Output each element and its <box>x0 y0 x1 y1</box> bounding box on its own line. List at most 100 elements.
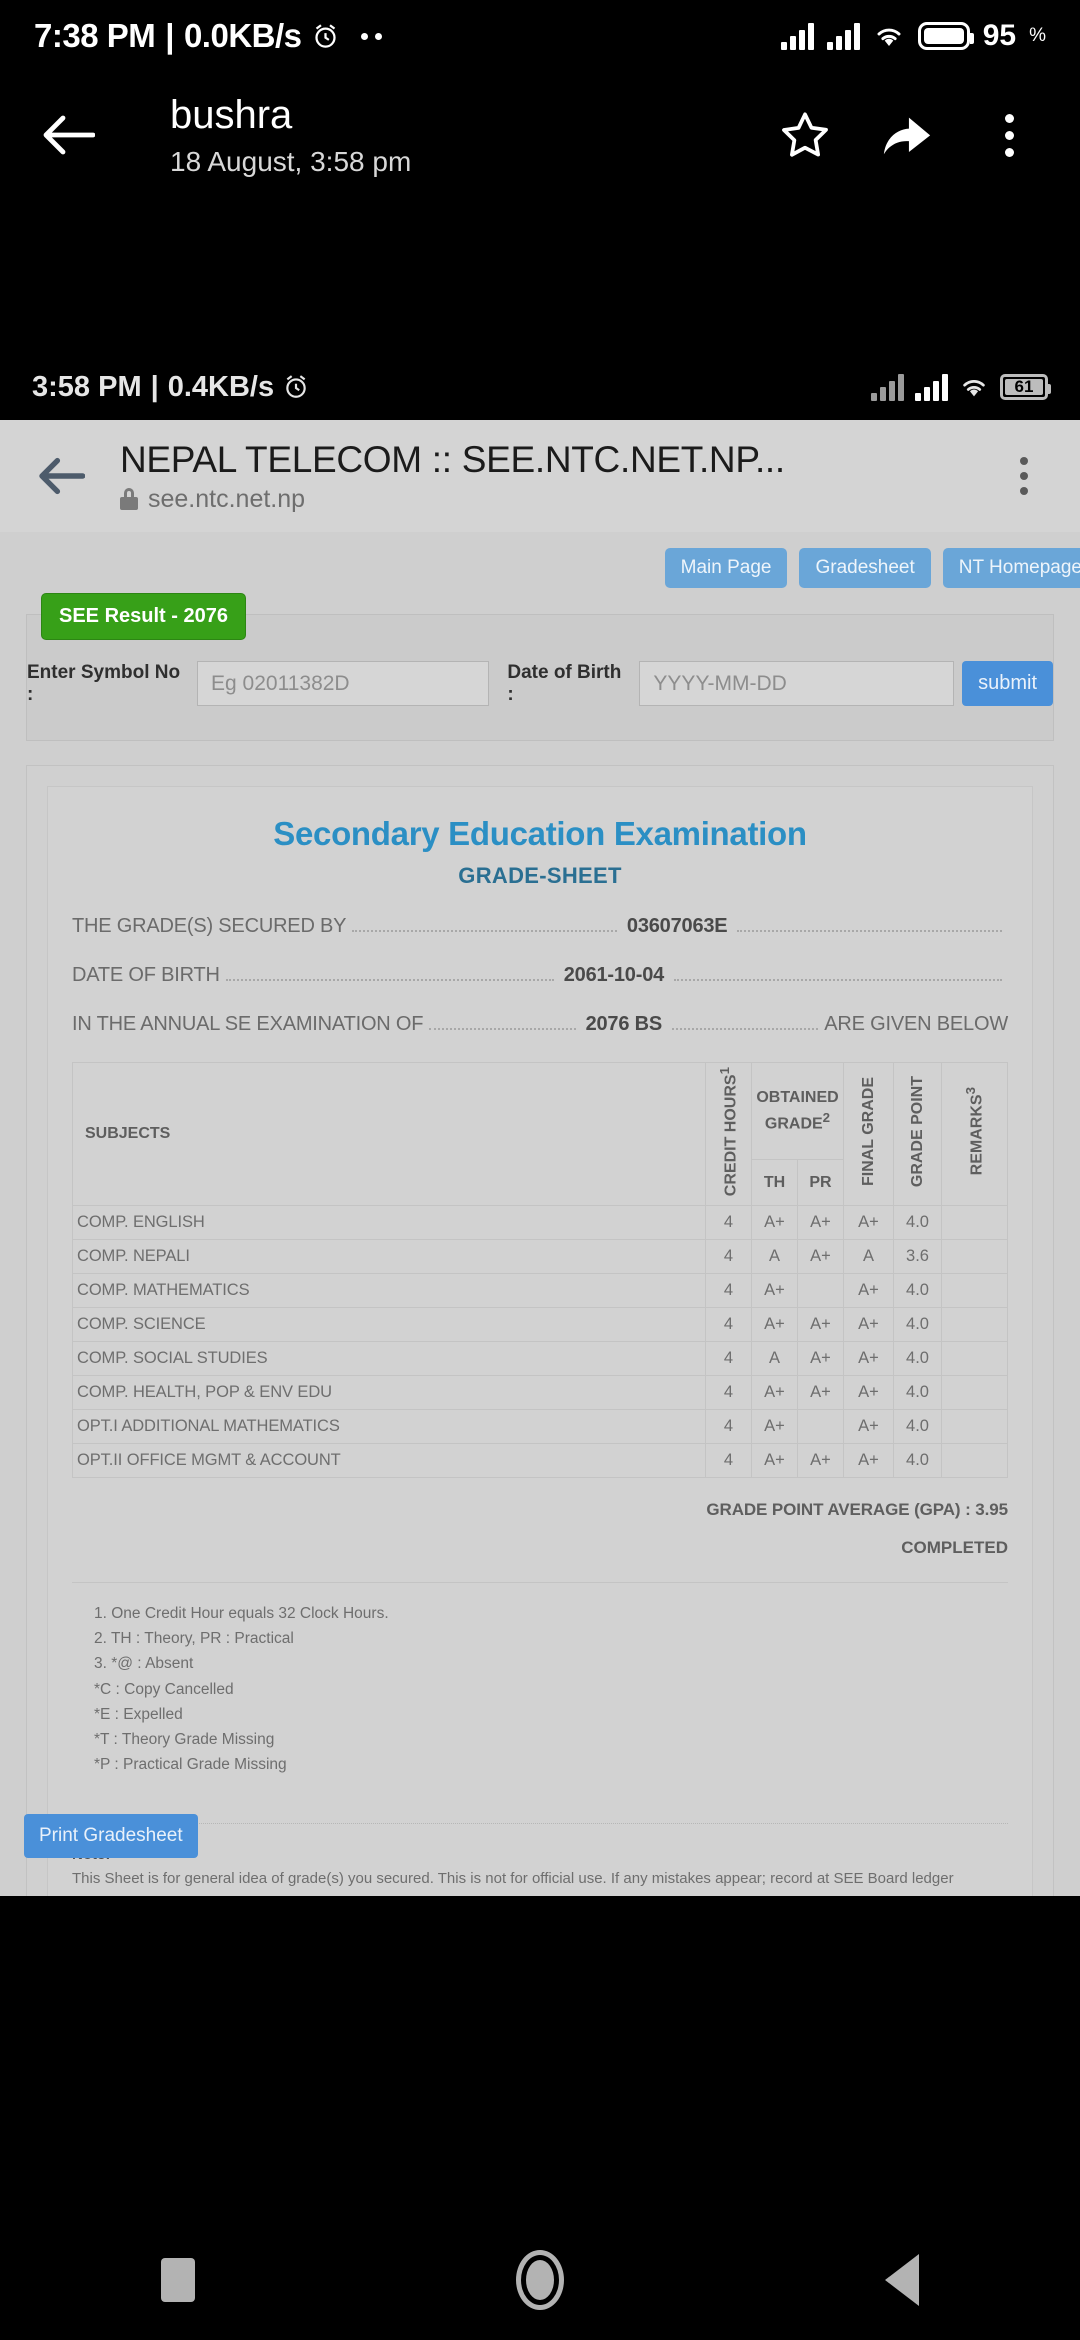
cell-credit-hours: 4 <box>705 1375 752 1411</box>
wifi-icon <box>877 28 901 46</box>
share-arrow-icon <box>883 117 931 155</box>
back-arrow-icon <box>39 457 85 495</box>
home-button[interactable] <box>515 2250 564 2310</box>
line-label: THE GRADE(S) SECURED BY <box>72 915 347 937</box>
cell-subject: OPT.I ADDITIONAL MATHEMATICS <box>72 1409 706 1445</box>
remarks-text: REMARKS <box>967 1094 985 1176</box>
dot-leader-2 <box>672 1028 819 1030</box>
gradesheet-line-dob: DATE OF BIRTH 2061-10-04 <box>72 964 1008 987</box>
cell-pr-grade: A+ <box>797 1443 844 1479</box>
screenshot-image[interactable]: 3:58 PM | 0.4KB/s 61 <box>0 354 1080 1896</box>
gallery-app-bar: bushra 18 August, 3:58 pm <box>0 80 1080 190</box>
nav-button-gradesheet[interactable]: Gradesheet <box>799 548 931 588</box>
credit-hours-text: CREDIT HOURS <box>721 1074 739 1197</box>
col-header-remarks: REMARKS3 <box>941 1061 1008 1207</box>
browser-address-block[interactable]: NEPAL TELECOM :: SEE.NTC.NET.NP... see.n… <box>120 439 994 514</box>
table-row: COMP. SCIENCE 4 A+ A+ A+ 4.0 <box>72 1307 1008 1343</box>
browser-page-title: NEPAL TELECOM :: SEE.NTC.NET.NP... <box>120 438 785 480</box>
cell-th-grade: A+ <box>751 1273 798 1309</box>
cell-final-grade: A+ <box>843 1307 894 1343</box>
grade-point-text: GRADE POINT <box>908 1076 926 1188</box>
gradesheet-subheading: GRADE-SHEET <box>458 863 622 888</box>
result-search-panel: SEE Result - 2076 Enter Symbol No : Eg 0… <box>26 593 1054 741</box>
table-row: COMP. ENGLISH 4 A+ A+ A+ 4.0 <box>72 1205 1008 1241</box>
col-header-obtained-grade: OBTAINED GRADE2 <box>751 1062 844 1160</box>
cell-pr-grade: A+ <box>797 1307 844 1343</box>
cell-subject: OPT.II OFFICE MGMT & ACCOUNT <box>72 1443 706 1479</box>
credit-hours-sup: 1 <box>716 1067 732 1075</box>
cell-credit-hours: 4 <box>705 1307 752 1343</box>
footnote-sub-4: *P : Practical Grade Missing <box>94 1755 287 1773</box>
favorite-button[interactable] <box>778 108 832 162</box>
grades-header-row-1: SUBJECTS CREDIT HOURS1 OBTAINED GRADE2 F… <box>72 1061 1008 1207</box>
cell-credit-hours: 4 <box>705 1443 752 1479</box>
obtained-grade-sup: 2 <box>822 1109 831 1125</box>
cell-credit-hours: 4 <box>705 1341 752 1377</box>
cell-remarks <box>941 1239 1008 1275</box>
col-header-pr: PR <box>797 1158 844 1207</box>
lock-icon <box>120 488 138 510</box>
gpa-line: GRADE POINT AVERAGE (GPA) : 3.95 <box>706 1500 1008 1520</box>
footnote-1: 1. One Credit Hour equals 32 Clock Hours… <box>94 1605 389 1623</box>
cell-credit-hours: 4 <box>705 1273 752 1309</box>
cell-th-grade: A+ <box>751 1205 798 1241</box>
col-header-credit-hours: CREDIT HOURS1 <box>705 1061 752 1207</box>
nav-button-nt-homepage[interactable]: NT Homepage <box>942 548 1080 588</box>
cell-grade-point: 4.0 <box>893 1341 942 1377</box>
cell-th-grade: A+ <box>751 1307 798 1343</box>
status-clock: 7:38 PM <box>34 17 156 54</box>
line-label: DATE OF BIRTH <box>72 964 220 986</box>
cell-final-grade: A+ <box>843 1375 894 1411</box>
grades-table: SUBJECTS CREDIT HOURS1 OBTAINED GRADE2 F… <box>72 1061 1008 1479</box>
browser-url-text: see.ntc.net.np <box>148 484 306 513</box>
symbol-no-input[interactable]: Eg 02011382D <box>197 661 490 706</box>
cell-remarks <box>941 1375 1008 1411</box>
wifi-icon <box>963 380 985 397</box>
col-header-subjects: SUBJECTS <box>72 1061 706 1207</box>
cell-final-grade: A+ <box>843 1409 894 1445</box>
page-subtitle: 18 August, 3:58 pm <box>170 146 412 177</box>
see-result-badge: SEE Result - 2076 <box>41 593 246 640</box>
browser-overflow-button[interactable] <box>994 457 1054 495</box>
browser-back-button[interactable] <box>26 441 96 511</box>
nav-button-main-page[interactable]: Main Page <box>664 548 788 588</box>
kebab-dot-3 <box>1020 487 1028 495</box>
cell-final-grade: A+ <box>843 1205 894 1241</box>
cell-pr-grade: A+ <box>797 1205 844 1241</box>
footnote-sub-1: *C : Copy Cancelled <box>94 1680 234 1698</box>
recents-button[interactable] <box>160 2258 195 2302</box>
back-button[interactable] <box>885 2254 920 2306</box>
cell-subject: COMP. SCIENCE <box>72 1307 706 1343</box>
battery-percent-symbol: % <box>1029 25 1046 46</box>
dob-input[interactable]: YYYY-MM-DD <box>639 661 955 706</box>
dot-leader <box>225 979 554 981</box>
cell-subject: COMP. HEALTH, POP & ENV EDU <box>72 1375 706 1411</box>
dot-leader <box>429 1028 576 1030</box>
signal-bars-muted-icon <box>871 373 904 401</box>
note-box: Note: This Sheet is for general idea of … <box>72 1822 1008 1896</box>
cell-remarks <box>941 1205 1008 1241</box>
back-button[interactable] <box>30 96 108 174</box>
status-bar-right: 95 % <box>780 19 1046 53</box>
kebab-dot-1 <box>1020 457 1028 465</box>
cell-pr-grade <box>797 1409 844 1445</box>
cell-th-grade: A+ <box>751 1443 798 1479</box>
cell-pr-grade: A+ <box>797 1341 844 1377</box>
print-gradesheet-button[interactable]: Print Gradesheet <box>24 1814 198 1858</box>
table-row: COMP. MATHEMATICS 4 A+ A+ 4.0 <box>72 1273 1008 1309</box>
signal-bars-icon <box>915 373 948 401</box>
signal-bars-icon <box>780 22 814 50</box>
cell-th-grade: A <box>751 1341 798 1377</box>
cell-grade-point: 4.0 <box>893 1205 942 1241</box>
signal-bars-icon-2 <box>826 22 860 50</box>
grades-header-row-2: TH PR <box>73 1158 1008 1207</box>
screenshot-clock: 3:58 PM <box>32 370 142 403</box>
footnote-2: 2. TH : Theory, PR : Practical <box>94 1630 294 1648</box>
submit-button[interactable]: submit <box>962 661 1053 706</box>
cell-pr-grade: A+ <box>797 1239 844 1275</box>
share-button[interactable] <box>880 108 934 162</box>
screenshot-network-speed: 0.4KB/s <box>167 370 275 403</box>
cell-credit-hours: 4 <box>705 1239 752 1275</box>
overflow-menu-button[interactable] <box>982 108 1036 162</box>
star-outline-icon <box>782 112 828 157</box>
